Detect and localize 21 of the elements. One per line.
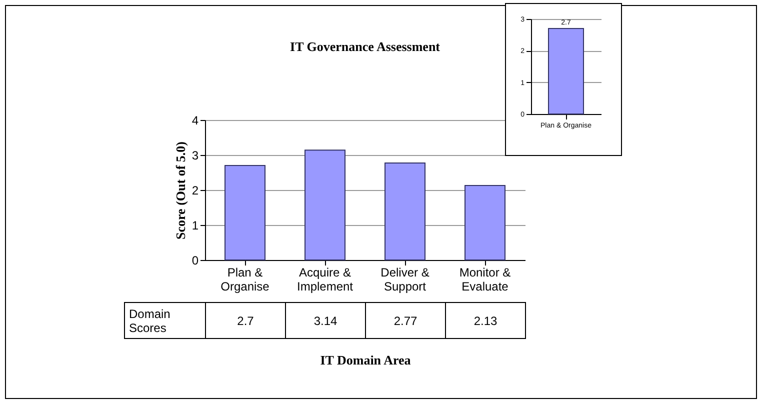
bar: [304, 150, 346, 260]
x-tick-label: Acquire & Implement: [296, 266, 354, 294]
y-tick-label: 4: [192, 114, 199, 128]
x-tick-label: Plan & Organise: [220, 266, 270, 294]
x-tick-label: Monitor & Evaluate: [459, 266, 511, 294]
text: Domain Scores: [124, 302, 206, 338]
y-tick-label: 3: [192, 148, 199, 162]
data-label: 2.77: [366, 302, 446, 338]
y-tick-label: 0: [192, 254, 199, 268]
x-axis-title: IT Domain Area: [320, 352, 412, 368]
bar: [464, 184, 506, 260]
data-label: 3.14: [286, 302, 366, 338]
y-axis-title: Score (Out of 5.0): [172, 142, 188, 240]
data-label: 2.7: [206, 302, 286, 338]
bar: [224, 165, 266, 260]
chart-title: IT Governance Assessment: [290, 39, 441, 54]
y-tick-label: 1: [192, 218, 199, 232]
y-tick-label: 2: [192, 184, 199, 198]
x-tick-label: Deliver & Support: [380, 266, 430, 294]
data-label: 2.13: [446, 302, 526, 338]
bar: [384, 162, 426, 260]
